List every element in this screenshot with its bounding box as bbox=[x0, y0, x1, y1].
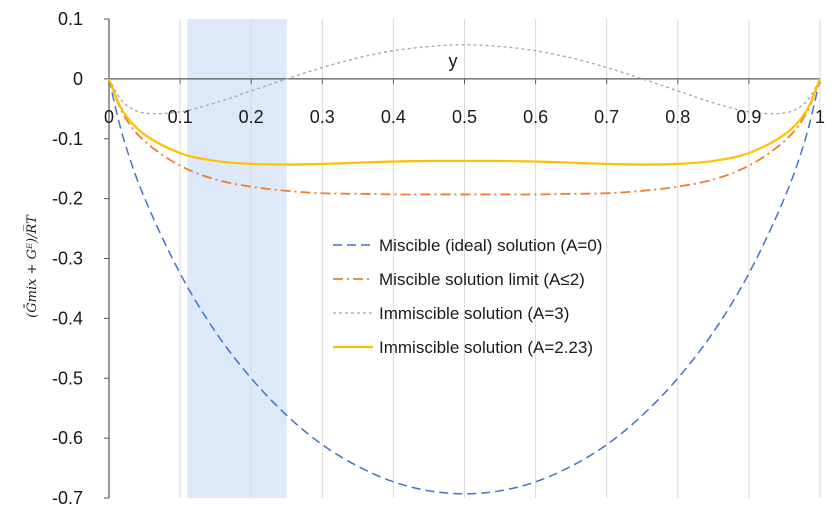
y-tick-label: 0.1 bbox=[58, 9, 83, 29]
x-axis-title: y bbox=[449, 51, 458, 71]
legend-label-3: Immiscible solution (A=3) bbox=[379, 304, 569, 323]
x-tick-label: 0 bbox=[104, 107, 114, 127]
series-layer bbox=[107, 44, 822, 495]
y-tick-label: -0.6 bbox=[52, 428, 83, 448]
legend-label-1: Miscible (ideal) solution (A=0) bbox=[379, 236, 602, 255]
series-line-1 bbox=[108, 78, 821, 495]
axes bbox=[104, 18, 821, 499]
gridlines bbox=[179, 19, 821, 498]
legend: Miscible (ideal) solution (A=0) Miscible … bbox=[333, 236, 602, 357]
x-tick-label: 0.1 bbox=[168, 107, 193, 127]
legend-label-4: Immiscible solution (A=2.23) bbox=[379, 338, 593, 357]
highlight-band bbox=[187, 19, 287, 498]
y-tick-label: 0 bbox=[73, 69, 83, 89]
series-line-3 bbox=[108, 44, 821, 115]
y-tick-label: -0.3 bbox=[52, 249, 83, 269]
y-tick-label: -0.2 bbox=[52, 189, 83, 209]
y-tick-label: -0.7 bbox=[52, 488, 83, 508]
tick-labels: 0.1 0 -0.1 -0.2 -0.3 -0.4 -0.5 -0.6 -0.7 0 0.1 0.2 0… bbox=[52, 9, 825, 508]
y-tick-label: -0.5 bbox=[52, 368, 83, 388]
legend-label-2: Miscible solution limit (A≤2) bbox=[379, 270, 585, 289]
x-tick-label: 0.3 bbox=[310, 107, 335, 127]
x-tick-label: 0.8 bbox=[665, 107, 690, 127]
x-tick-label: 0.7 bbox=[594, 107, 619, 127]
x-tick-label: 0.6 bbox=[523, 107, 548, 127]
y-tick-label: -0.1 bbox=[52, 129, 83, 149]
series-line-4 bbox=[107, 78, 822, 166]
x-tick-label: 0.9 bbox=[736, 107, 761, 127]
y-axis-title: (Ḡmix + Gᴱ)/R̅T bbox=[24, 214, 40, 318]
x-tick-label: 0.4 bbox=[381, 107, 406, 127]
x-tick-label: 0.5 bbox=[452, 107, 477, 127]
x-tick-label: 1 bbox=[815, 107, 825, 127]
series-line-2 bbox=[108, 78, 821, 196]
highlight-band-layer bbox=[187, 19, 287, 498]
y-tick-label: -0.4 bbox=[52, 308, 83, 328]
x-tick-label: 0.2 bbox=[239, 107, 264, 127]
